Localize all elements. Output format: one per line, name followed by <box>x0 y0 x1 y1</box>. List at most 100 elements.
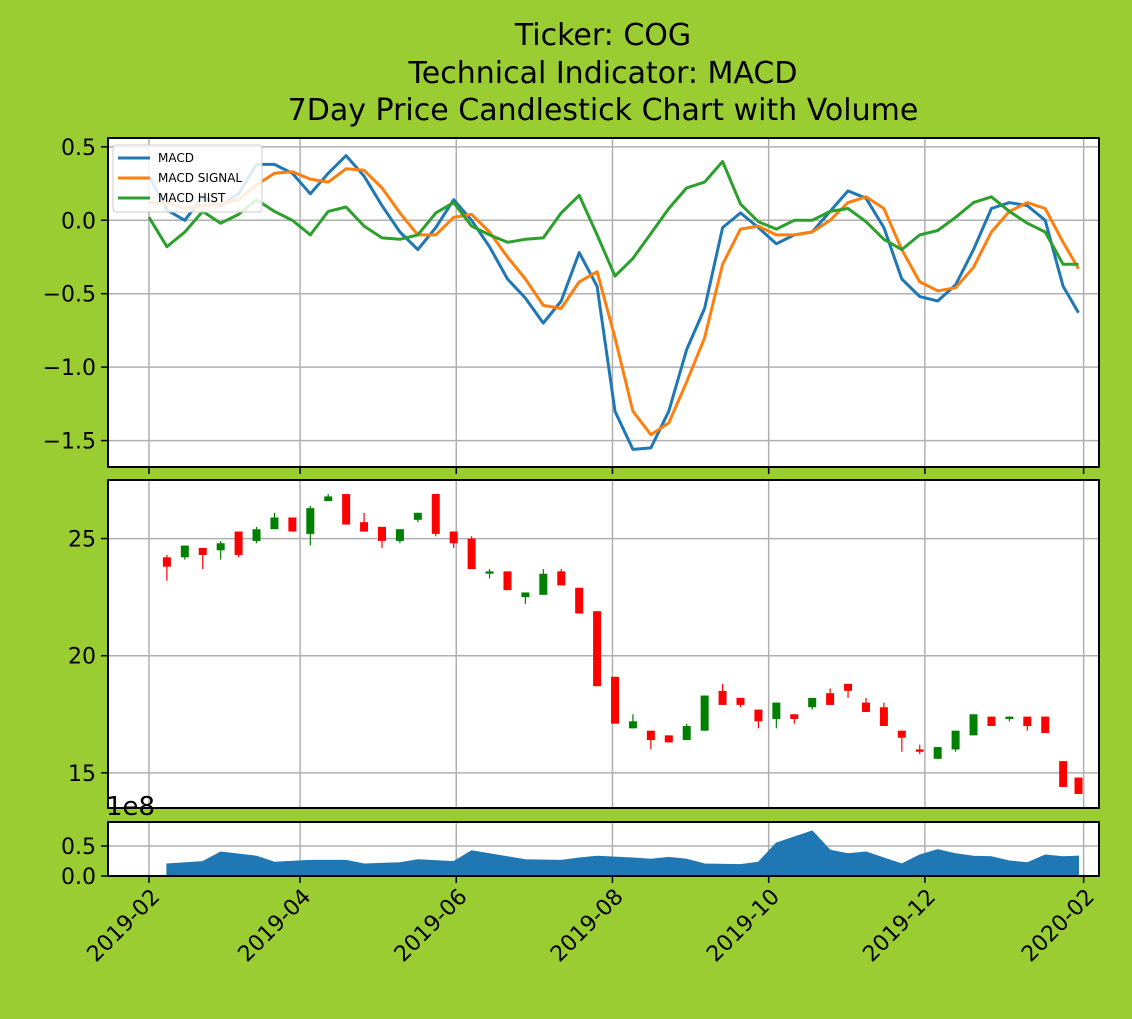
candle <box>485 569 494 579</box>
candle-body <box>933 747 942 759</box>
candle-body <box>897 730 906 738</box>
candle-body <box>861 702 870 712</box>
title-line-1: Ticker: COG <box>514 18 691 53</box>
candle <box>575 587 584 614</box>
candle <box>1041 716 1050 734</box>
candle-body <box>646 730 655 741</box>
candle-body <box>198 547 207 555</box>
macd-plot-area <box>108 138 1099 467</box>
candle <box>324 494 333 502</box>
candle <box>216 540 225 560</box>
volume-area <box>166 830 1079 877</box>
candle <box>521 592 530 605</box>
volume-area-fill <box>166 830 1079 877</box>
macd-x-tick-marks <box>148 467 1085 474</box>
candle-body <box>664 735 673 743</box>
price-panel: 25 20 15 <box>68 479 1100 809</box>
candle <box>682 723 691 741</box>
macd-legend: MACD MACD SIGNAL MACD HIST <box>112 144 263 213</box>
candle <box>861 697 870 712</box>
legend-label-macd-hist: MACD HIST <box>158 191 226 205</box>
candle <box>933 747 942 759</box>
candle <box>987 716 996 726</box>
candle-body <box>252 529 261 541</box>
candle-body <box>1041 716 1050 734</box>
candle-body <box>485 571 494 574</box>
title-line-3: 7Day Price Candlestick Chart with Volume <box>288 93 919 128</box>
candle <box>844 683 853 698</box>
macd-plot-frame <box>107 137 1100 468</box>
candle-body <box>521 592 530 598</box>
candle-body <box>682 726 691 741</box>
candle <box>162 554 171 581</box>
candle-body <box>360 522 369 532</box>
candle <box>431 494 440 537</box>
candle <box>897 730 906 752</box>
candle <box>377 526 386 548</box>
candle-body <box>772 702 781 719</box>
candle <box>557 569 566 586</box>
candle-body <box>342 494 351 525</box>
volume-scale-label: 1e8 <box>106 792 155 822</box>
candle-body <box>915 749 924 752</box>
candle <box>951 730 960 752</box>
candle <box>503 571 512 591</box>
candle <box>664 735 673 743</box>
candle <box>360 512 369 532</box>
candle-body <box>593 611 602 687</box>
candle <box>915 744 924 755</box>
candle <box>270 512 279 530</box>
candle-body <box>216 543 225 551</box>
candle-body <box>395 529 404 541</box>
candle <box>808 697 817 710</box>
y-tick-label: −0.5 <box>43 283 96 308</box>
candle-body <box>826 693 835 705</box>
candle-body <box>324 496 333 502</box>
y-tick-label: 0.5 <box>61 136 96 161</box>
candle <box>646 730 655 750</box>
candle <box>754 709 763 729</box>
candle-body <box>611 676 620 724</box>
candle <box>772 702 781 729</box>
y-tick-label: 25 <box>68 528 96 553</box>
candle-body <box>844 683 853 691</box>
candle <box>342 494 351 525</box>
title-line-2: Technical Indicator: MACD <box>408 56 798 91</box>
y-tick-label: −1.0 <box>43 356 96 381</box>
price-candles <box>162 494 1083 794</box>
candle-body <box>575 587 584 614</box>
candle <box>1059 761 1068 787</box>
candle <box>395 529 404 544</box>
candle-body <box>467 538 476 570</box>
legend-box <box>112 144 263 213</box>
candle-body <box>288 517 297 532</box>
series-line-macd-signal <box>149 167 1080 437</box>
candle <box>180 545 189 560</box>
candle-body <box>234 531 243 555</box>
candle-body <box>700 695 709 731</box>
candle <box>1074 777 1083 794</box>
candle <box>593 611 602 687</box>
candle-body <box>754 709 763 722</box>
candle <box>969 714 978 736</box>
series-line-macd <box>147 154 1080 451</box>
candle-body <box>557 571 566 586</box>
macd-lines <box>147 154 1080 451</box>
candle <box>198 547 207 570</box>
candle-body <box>790 714 799 719</box>
candle-body <box>449 531 458 544</box>
candle <box>700 695 709 731</box>
legend-label-macd-signal: MACD SIGNAL <box>158 171 242 185</box>
candle <box>252 526 261 544</box>
volume-y-axis: 0.50.0 <box>61 835 108 890</box>
candle <box>306 505 315 546</box>
candle-body <box>162 557 171 567</box>
macd-panel: 0.5 0.0 −0.5 −1.0 −1.5 MACD MACD SIGNAL MACD… <box>43 136 1100 474</box>
y-tick-label: −1.5 <box>43 430 96 455</box>
candle-body <box>503 571 512 591</box>
candle <box>826 688 835 705</box>
candle-body <box>306 508 315 534</box>
candle-body <box>987 716 996 726</box>
candle <box>413 512 422 523</box>
